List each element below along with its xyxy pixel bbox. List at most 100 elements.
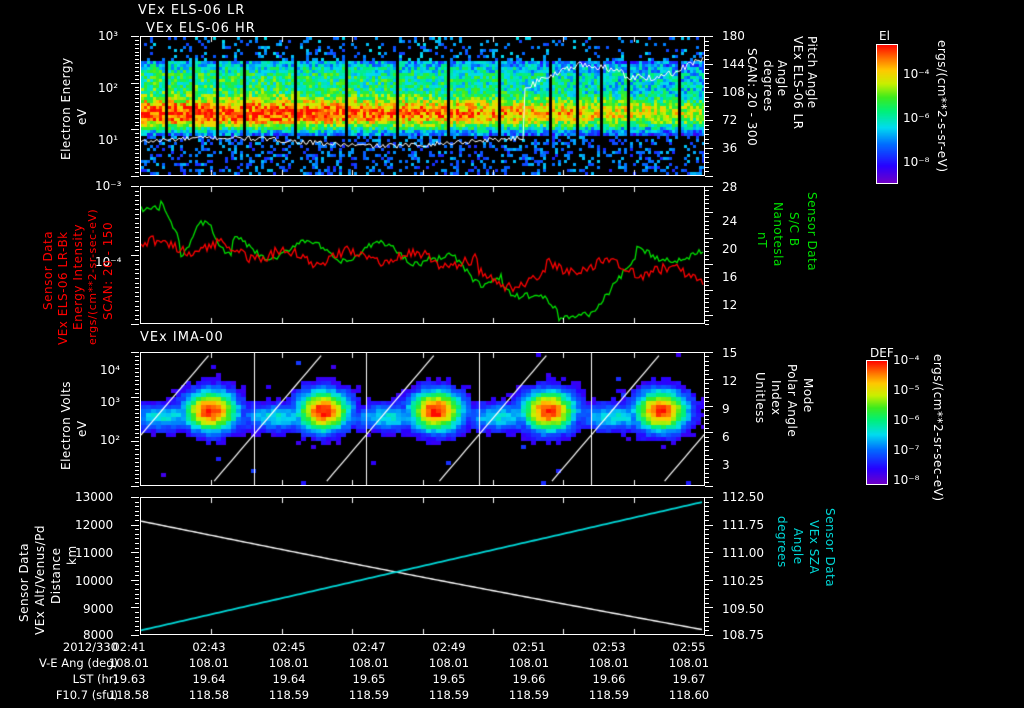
panel3-ytick-1: 10³	[100, 395, 121, 409]
table-cell: 19.63	[112, 672, 146, 686]
colorbar1-tick-0: 10⁻⁴	[903, 67, 930, 81]
panel3-right-label-2: Polar Angle	[785, 364, 799, 438]
panel4-rtick-5: 108.75	[722, 628, 764, 642]
table-cell: 118.58	[188, 688, 230, 702]
table-cell: 108.01	[668, 656, 710, 670]
colorbar2-tick-0: 10⁻⁴	[893, 353, 920, 367]
panel4-ytick-0: 13000	[75, 490, 114, 504]
colorbar2-tick-4: 10⁻⁸	[893, 473, 920, 487]
table-cell: 02:51	[512, 640, 546, 654]
axis-ticks	[131, 36, 149, 177]
panel3-title: VEx IMA-00	[140, 330, 224, 345]
panel2-rtick-0: 28	[722, 180, 738, 194]
axis-ticks	[704, 497, 714, 636]
panel3-rtick-0: 15	[722, 346, 738, 360]
panel3-rtick-2: 9	[722, 402, 730, 416]
colorbar1-gradient	[876, 44, 898, 184]
table-cell: 108.01	[348, 656, 390, 670]
table-cell: 108.01	[428, 656, 470, 670]
table-row-header: V-E Ang (deg)	[38, 656, 118, 670]
bottom-axis-table: 2012/330 02:41 02:43 02:45 02:47 02:49 02:51 02…	[0, 640, 1024, 708]
panel4-right-label-1: Sensor Data	[823, 508, 837, 588]
table-cell: 108.01	[268, 656, 310, 670]
panel1-right-label-2: VEx ELS-06 LR	[791, 36, 805, 130]
table-cell: 118.59	[508, 688, 550, 702]
panel4-ytick-3: 10000	[75, 574, 114, 588]
colorbar2-tick-1: 10⁻⁵	[893, 383, 920, 397]
panel2-right-label-3: Nanotesla	[771, 202, 785, 267]
panel4-ytick-2: 11000	[75, 546, 114, 560]
table-cell: 118.58	[108, 688, 150, 702]
panel3-rtick-3: 6	[722, 430, 730, 444]
panel3-rtick-4: 3	[722, 458, 730, 472]
panel1-left-axis-label: Electron Energy	[59, 57, 73, 160]
panel2-rtick-4: 12	[722, 298, 738, 312]
panel4-rtick-0: 112.50	[722, 490, 764, 504]
panel1-title-hr: VEx ELS-06 HR	[146, 21, 256, 36]
table-cell: 02:55	[672, 640, 706, 654]
panel2-ytick-0: 10⁻³	[95, 179, 122, 193]
table-cell: 108.01	[588, 656, 630, 670]
panel2-left-label-3: Energy Intensity	[71, 223, 85, 330]
panel4-ytick-4: 9000	[83, 602, 114, 616]
table-row-header: F10.7 (sfu)	[55, 688, 118, 702]
colorbar2-label: DEF	[870, 346, 894, 360]
table-cell: 02:41	[112, 640, 146, 654]
table-cell: 19.64	[192, 672, 226, 686]
colorbar1-tick-1: 10⁻⁶	[903, 111, 930, 125]
panel4-line-plot[interactable]	[140, 497, 705, 635]
colorbar1-tick-2: 10⁻⁸	[903, 155, 930, 169]
axis-ticks	[131, 352, 149, 487]
table-cell: 19.65	[432, 672, 466, 686]
panel2-left-label-2: VEx ELS-06 LR-Bk	[56, 231, 70, 345]
panel4-rtick-3: 110.25	[722, 574, 764, 588]
table-row-header: LST (hr)	[72, 672, 118, 686]
colorbar2-tick-3: 10⁻⁷	[893, 443, 920, 457]
panel1-rtick-1: 144	[722, 57, 745, 71]
panel4-right-label-2: VEx SZA	[807, 520, 821, 575]
panel2-rtick-2: 20	[722, 242, 738, 256]
panel4-ytick-5: 8000	[83, 628, 114, 642]
panel1-right-label-5: SCAN: 20 - 300	[745, 48, 759, 147]
panel2-rtick-3: 16	[722, 270, 738, 284]
panel4-left-label-2: VEx Alt/Venus/Pd	[33, 524, 47, 635]
panel1-rtick-2: 108	[722, 85, 745, 99]
axis-ticks	[704, 186, 714, 325]
table-cell: 108.01	[108, 656, 150, 670]
panel3-right-label-3: Index	[769, 380, 783, 416]
panel1-right-label-4: degrees	[761, 60, 775, 112]
panel2-left-label-1: Sensor Data	[41, 230, 55, 310]
panel2-line-plot[interactable]	[140, 186, 705, 324]
panel4-rtick-2: 111.00	[722, 546, 764, 560]
axis-ticks	[131, 497, 149, 636]
table-cell: 118.59	[588, 688, 630, 702]
panel2-left-label-5: SCAN: 20 - 150	[101, 221, 115, 320]
panel3-ytick-0: 10⁴	[100, 363, 121, 377]
panel2-right-label-1: Sensor Data	[805, 192, 819, 272]
panel4-rtick-4: 109.50	[722, 602, 764, 616]
colorbar2-units: ergs/(cm**2-sr-sec-eV)	[931, 354, 945, 502]
colorbar1-label: El	[879, 29, 890, 43]
panel1-spectrogram[interactable]	[140, 36, 705, 176]
panel1-right-label-1: Pitch Angle	[805, 36, 819, 109]
panel2-left-label-4: ergs/(cm**2-sr-sec-eV)	[86, 208, 99, 345]
panel1-title-lr: VEx ELS-06 LR	[138, 3, 246, 18]
table-cell: 02:45	[272, 640, 306, 654]
table-cell: 118.59	[268, 688, 310, 702]
panel1-ytick-2: 10¹	[98, 133, 119, 147]
panel4-left-label-1: Sensor Data	[17, 542, 31, 622]
panel3-spectrogram[interactable]	[140, 352, 705, 486]
panel3-right-label-1: Mode	[801, 378, 815, 413]
panel4-left-label-3: Distance	[49, 547, 63, 604]
table-cell: 118.60	[668, 688, 710, 702]
panel3-rtick-1: 12	[722, 374, 738, 388]
table-row-header: 2012/330	[62, 640, 118, 654]
panel4-ytick-1: 12000	[75, 518, 114, 532]
panel2-ytick-1: 10⁻⁴	[95, 255, 122, 269]
table-cell: 02:43	[192, 640, 226, 654]
panel4-right-label-4: degrees	[775, 516, 789, 568]
table-cell: 19.66	[592, 672, 626, 686]
panel1-rtick-0: 180	[722, 29, 745, 43]
panel1-ytick-1: 10²	[98, 81, 119, 95]
